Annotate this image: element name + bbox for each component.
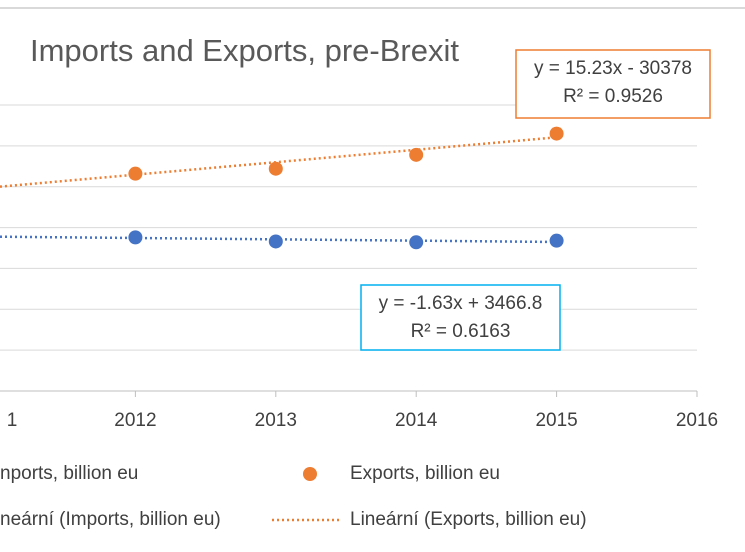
x-tick-label: 2015 [535,410,577,431]
legend-label: nports, billion eu [0,463,138,484]
trend-r2: R² = 0.9526 [563,86,663,107]
trend-annotation-box [360,284,561,351]
data-point [128,230,143,245]
data-point [268,161,283,176]
data-point [549,233,564,248]
data-point [409,235,424,250]
chart-title: Imports and Exports, pre-Brexit [30,33,459,68]
trend-annotation-box [515,49,711,119]
legend-label: Exports, billion eu [350,463,500,484]
x-tick-label: 2014 [395,410,438,431]
data-point [268,234,283,249]
data-point [549,126,564,141]
trend-equation: y = 15.23x - 30378 [534,58,692,79]
x-tick-label: 2012 [114,410,156,431]
x-tick-label: 2016 [676,410,718,431]
legend-label: neární (Imports, billion eu) [0,509,221,530]
x-tick-label: 2013 [255,410,297,431]
data-point [409,147,424,162]
legend-label: Lineární (Exports, billion eu) [350,509,587,530]
trend-r2: R² = 0.6163 [411,321,511,342]
legend-marker [303,467,317,481]
trend-equation: y = -1.63x + 3466.8 [379,293,543,314]
data-point [128,166,143,181]
x-tick-label: 1 [7,410,18,431]
